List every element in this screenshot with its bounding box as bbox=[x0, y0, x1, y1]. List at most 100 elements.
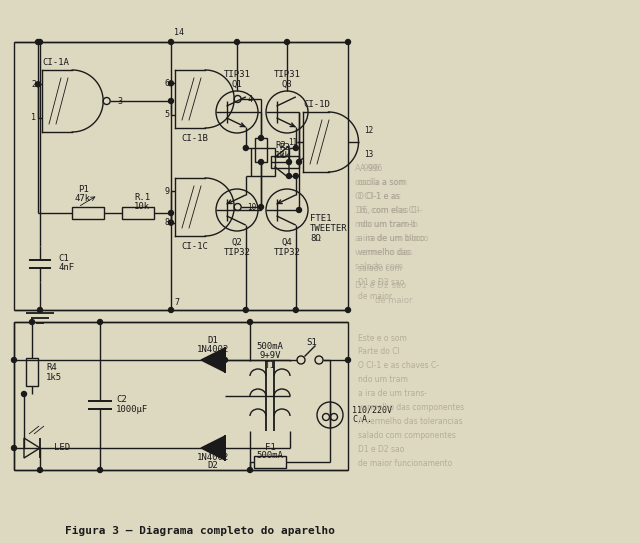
Circle shape bbox=[346, 40, 351, 45]
Circle shape bbox=[35, 40, 40, 45]
Text: D1: D1 bbox=[207, 336, 218, 344]
Bar bbox=[26, 358, 38, 386]
Text: 9+9V: 9+9V bbox=[259, 351, 281, 361]
Circle shape bbox=[293, 174, 298, 179]
Text: 10k: 10k bbox=[134, 201, 150, 211]
Circle shape bbox=[346, 307, 351, 313]
Circle shape bbox=[168, 81, 173, 86]
Text: R2: R2 bbox=[275, 141, 285, 149]
Bar bbox=[72, 207, 104, 219]
Text: CI-1D: CI-1D bbox=[303, 99, 330, 109]
Text: 11: 11 bbox=[288, 137, 297, 147]
Circle shape bbox=[346, 357, 351, 363]
Text: O CI-1 e as: O CI-1 e as bbox=[355, 192, 401, 200]
Text: Q1: Q1 bbox=[232, 79, 243, 89]
Text: TIP31: TIP31 bbox=[273, 70, 300, 79]
Text: a ira de um bloco: a ira de um bloco bbox=[358, 233, 425, 243]
Text: 16, com elas CI-: 16, com elas CI- bbox=[355, 205, 422, 214]
Text: D1 e D2 sao: D1 e D2 sao bbox=[358, 277, 404, 287]
Text: 500mA: 500mA bbox=[257, 342, 284, 350]
Circle shape bbox=[168, 40, 173, 45]
Bar bbox=[255, 138, 267, 162]
Text: salado com: salado com bbox=[355, 262, 403, 270]
Text: C2: C2 bbox=[116, 395, 127, 403]
Bar bbox=[122, 207, 154, 219]
Text: 1k: 1k bbox=[280, 150, 291, 160]
Text: TWEETER: TWEETER bbox=[310, 224, 348, 232]
Text: 12: 12 bbox=[365, 125, 374, 135]
Text: Parte do CI: Parte do CI bbox=[358, 348, 400, 357]
Circle shape bbox=[234, 40, 239, 45]
Text: Q3: Q3 bbox=[282, 79, 292, 89]
Text: de maior funcionamento: de maior funcionamento bbox=[358, 459, 452, 469]
Text: 7: 7 bbox=[174, 298, 179, 306]
Text: O CI-1 e as: O CI-1 e as bbox=[358, 192, 399, 200]
Text: vermelho das componentes: vermelho das componentes bbox=[358, 403, 464, 413]
Text: de maior: de maior bbox=[375, 295, 413, 305]
Text: 4nF: 4nF bbox=[58, 262, 74, 272]
Text: 10: 10 bbox=[247, 203, 257, 212]
Text: 1000μF: 1000μF bbox=[116, 405, 148, 414]
Text: D1 e D2 sao: D1 e D2 sao bbox=[358, 445, 404, 454]
Text: oscila a som: oscila a som bbox=[358, 178, 406, 186]
Circle shape bbox=[243, 307, 248, 313]
Circle shape bbox=[223, 357, 227, 363]
Circle shape bbox=[29, 319, 35, 325]
Text: 1N4002: 1N4002 bbox=[197, 452, 229, 462]
Text: C.A.: C.A. bbox=[352, 415, 372, 425]
Text: salado com: salado com bbox=[358, 263, 402, 273]
Text: 1N4002: 1N4002 bbox=[197, 344, 229, 353]
Circle shape bbox=[168, 211, 173, 216]
Text: 2: 2 bbox=[31, 80, 36, 89]
Polygon shape bbox=[201, 348, 225, 372]
Bar bbox=[254, 456, 286, 468]
Circle shape bbox=[296, 207, 301, 212]
Text: A vermelho das tolerancias: A vermelho das tolerancias bbox=[358, 418, 463, 426]
Circle shape bbox=[97, 468, 102, 472]
Circle shape bbox=[259, 205, 264, 210]
Text: Este e o som: Este e o som bbox=[358, 333, 407, 343]
Text: P1: P1 bbox=[77, 185, 88, 193]
Text: R.1: R.1 bbox=[134, 193, 150, 201]
Text: 8Ω: 8Ω bbox=[310, 233, 321, 243]
Text: 1k5: 1k5 bbox=[46, 372, 62, 382]
Text: A 996: A 996 bbox=[360, 163, 382, 173]
Circle shape bbox=[287, 160, 291, 165]
Circle shape bbox=[259, 136, 264, 141]
Circle shape bbox=[97, 319, 102, 325]
Text: a ira de um trans-: a ira de um trans- bbox=[358, 389, 427, 399]
Circle shape bbox=[285, 40, 289, 45]
Text: 1k: 1k bbox=[275, 150, 285, 160]
Text: 13: 13 bbox=[365, 149, 374, 159]
Text: 8: 8 bbox=[164, 218, 169, 227]
Circle shape bbox=[168, 98, 173, 104]
Text: ndo um tram-b: ndo um tram-b bbox=[358, 219, 415, 229]
Circle shape bbox=[38, 307, 42, 313]
Circle shape bbox=[293, 146, 298, 150]
Circle shape bbox=[168, 220, 173, 225]
Text: D2: D2 bbox=[207, 462, 218, 470]
Text: R3: R3 bbox=[280, 142, 291, 151]
Text: 1: 1 bbox=[31, 113, 36, 122]
Text: A 996: A 996 bbox=[355, 163, 380, 173]
Circle shape bbox=[38, 40, 42, 45]
Text: CI-1B: CI-1B bbox=[182, 134, 209, 142]
Text: salado com componentes: salado com componentes bbox=[358, 432, 456, 440]
Text: CI-1C: CI-1C bbox=[182, 242, 209, 250]
Circle shape bbox=[296, 160, 301, 165]
Text: 14: 14 bbox=[174, 28, 184, 36]
Text: vermelho das: vermelho das bbox=[358, 248, 410, 256]
Circle shape bbox=[243, 146, 248, 150]
Circle shape bbox=[22, 392, 26, 396]
Text: 6: 6 bbox=[164, 79, 169, 88]
Text: vermelho das: vermelho das bbox=[355, 248, 412, 256]
Circle shape bbox=[12, 357, 17, 363]
Bar bbox=[251, 148, 275, 176]
Circle shape bbox=[259, 160, 264, 165]
Text: 9: 9 bbox=[164, 187, 169, 196]
Text: 500mA: 500mA bbox=[257, 451, 284, 460]
Text: S1: S1 bbox=[307, 338, 317, 346]
Circle shape bbox=[248, 468, 253, 472]
Text: Q4: Q4 bbox=[282, 237, 292, 247]
Text: LED: LED bbox=[54, 444, 70, 452]
